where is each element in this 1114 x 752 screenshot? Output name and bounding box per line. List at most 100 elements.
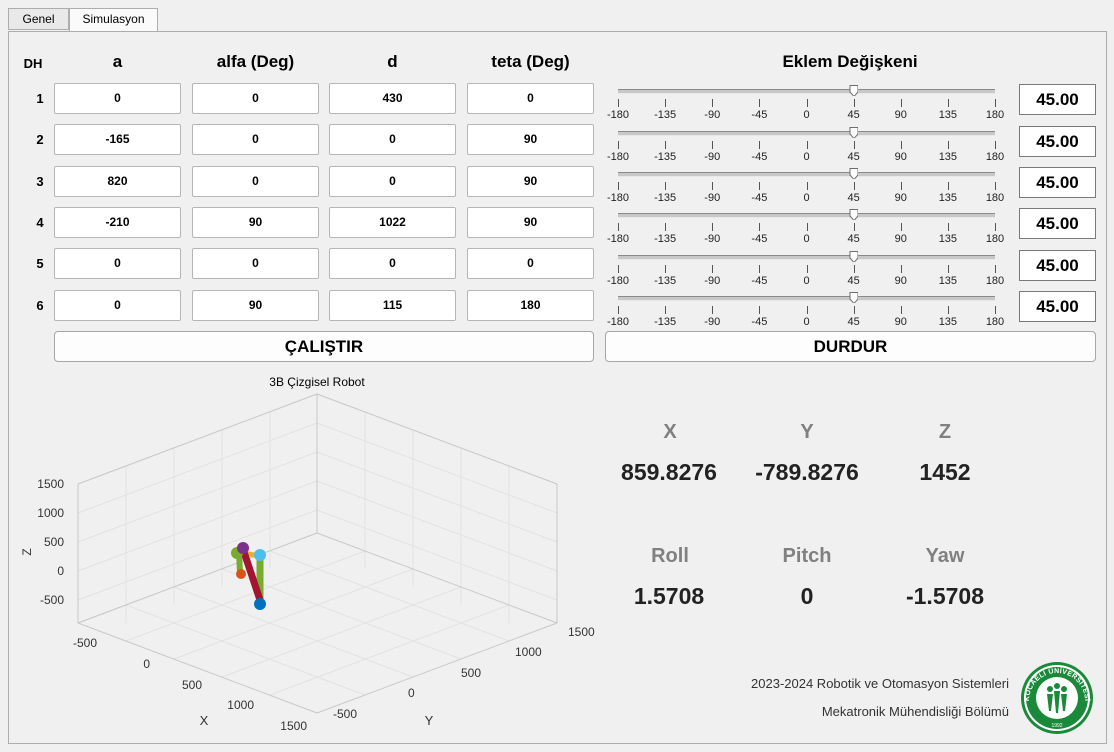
slider-tick [759,99,761,107]
slider-tick [947,182,949,190]
dh-a-field-5[interactable]: 0 [54,248,181,279]
y-axis-label: Y [425,713,434,728]
slider-thumb[interactable] [849,209,858,220]
dh-alfa-field-3[interactable]: 0 [192,166,319,197]
slider-thumb[interactable] [849,251,858,262]
dh-teta-field-6[interactable]: 180 [467,290,594,321]
header-teta: teta (Deg) [491,52,570,71]
dh-alfa-field-4[interactable]: 90 [192,207,319,238]
robot-joint-3 [236,569,246,579]
slider-tick [806,265,808,273]
slider-tick-label: -90 [704,151,721,163]
joint-value-field-3[interactable]: 45.00 [1019,167,1096,198]
slider-tick-label: -45 [751,109,768,121]
dh-alfa-field-6[interactable]: 90 [192,290,319,321]
y-value: -789.8276 [755,459,859,485]
tab-genel[interactable]: Genel [8,8,69,30]
slider-tick [665,265,667,273]
joint-value-field-5[interactable]: 45.00 [1019,250,1096,281]
slider-tick [665,306,667,314]
yaw-value: -1.5708 [905,583,984,609]
joint-value-field-6[interactable]: 45.00 [1019,291,1096,322]
dh-teta-field-4[interactable]: 90 [467,207,594,238]
slider-tick [995,306,996,314]
joint-slider-2[interactable]: -180 -135 -90 -45 0 45 90 135 180 [605,127,1005,167]
joint-slider-3[interactable]: -180 -135 -90 -45 0 45 90 135 180 [605,168,1005,208]
svg-text:0: 0 [408,686,415,700]
dh-a-field-2[interactable]: -165 [54,124,181,155]
joint-value-field-1[interactable]: 45.00 [1019,84,1096,115]
z-axis-ticks: 1500 1000 500 0 -500 [37,477,64,607]
slider-tick-label: 90 [894,109,907,121]
dh-d-field-6[interactable]: 115 [329,290,456,321]
dh-alfa-field-2[interactable]: 0 [192,124,319,155]
slider-thumb[interactable] [849,85,858,96]
tab-simulasyon[interactable]: Simulasyon [69,8,158,32]
slider-tick-label: -45 [751,316,768,328]
dh-d-field-3[interactable]: 0 [329,166,456,197]
joint-slider-5[interactable]: -180 -135 -90 -45 0 45 90 135 180 [605,251,1005,291]
slider-tick-label: 0 [803,316,810,328]
dh-teta-field-2[interactable]: 90 [467,124,594,155]
slider-tick [900,182,902,190]
svg-text:-500: -500 [40,593,64,607]
dh-teta-field-3[interactable]: 90 [467,166,594,197]
slider-tick [947,223,949,231]
slider-tick [712,141,714,149]
slider-thumb[interactable] [849,127,858,138]
dh-teta-field-5[interactable]: 0 [467,248,594,279]
x-axis-ticks: -500 0 500 1000 1500 [73,636,307,733]
dh-alfa-field-1[interactable]: 0 [192,83,319,114]
dh-d-field-2[interactable]: 0 [329,124,456,155]
robot-joint-base [254,598,266,610]
svg-text:1000: 1000 [227,698,254,712]
slider-tick-label: -135 [654,275,677,287]
dh-a-field-1[interactable]: 0 [54,83,181,114]
joint-slider-4[interactable]: -180 -135 -90 -45 0 45 90 135 180 [605,209,1005,249]
dh-a-field-6[interactable]: 0 [54,290,181,321]
slider-tick [900,141,902,149]
slider-tick [806,182,808,190]
svg-text:1500: 1500 [280,719,307,733]
slider-tick-label: 90 [894,275,907,287]
joint-variable-title: Eklem Değişkeni [782,52,918,71]
slider-tick-label: -135 [654,316,677,328]
dh-d-field-1[interactable]: 430 [329,83,456,114]
slider-thumb[interactable] [849,168,858,179]
slider-tick-label: 45 [847,275,860,287]
run-button[interactable]: ÇALIŞTIR [54,331,594,362]
dh-d-field-5[interactable]: 0 [329,248,456,279]
slider-tick-label: -90 [704,192,721,204]
slider-track[interactable] [618,213,995,218]
slider-tick [712,306,714,314]
slider-tick [853,99,855,107]
slider-tick [712,223,714,231]
robot-3d-plot[interactable]: 3B Çizgisel Robot [0,368,610,748]
dh-a-field-4[interactable]: -210 [54,207,181,238]
slider-tick-label: 45 [847,109,860,121]
slider-tick-label: -45 [751,233,768,245]
slider-track[interactable] [618,131,995,136]
slider-track[interactable] [618,255,995,260]
stop-button[interactable]: DURDUR [605,331,1096,362]
slider-tick [759,306,761,314]
slider-track[interactable] [618,172,995,177]
dh-teta-field-1[interactable]: 0 [467,83,594,114]
slider-track[interactable] [618,89,995,94]
joint-value-field-4[interactable]: 45.00 [1019,208,1096,239]
slider-tick [712,182,714,190]
slider-tick [900,223,902,231]
slider-thumb[interactable] [849,292,858,303]
y-axis-ticks: -500 0 500 1000 1500 [333,625,595,721]
dh-alfa-field-5[interactable]: 0 [192,248,319,279]
joint-value-field-2[interactable]: 45.00 [1019,126,1096,157]
x-axis-label: X [200,713,209,728]
slider-tick-label: 0 [803,109,810,121]
joint-slider-6[interactable]: -180 -135 -90 -45 0 45 90 135 180 [605,292,1005,332]
dh-d-field-4[interactable]: 1022 [329,207,456,238]
joint-slider-1[interactable]: -180 -135 -90 -45 0 45 90 135 180 [605,85,1005,125]
slider-track[interactable] [618,296,995,301]
slider-tick-label: 135 [938,275,958,287]
slider-tick-label: -180 [606,151,630,163]
dh-a-field-3[interactable]: 820 [54,166,181,197]
